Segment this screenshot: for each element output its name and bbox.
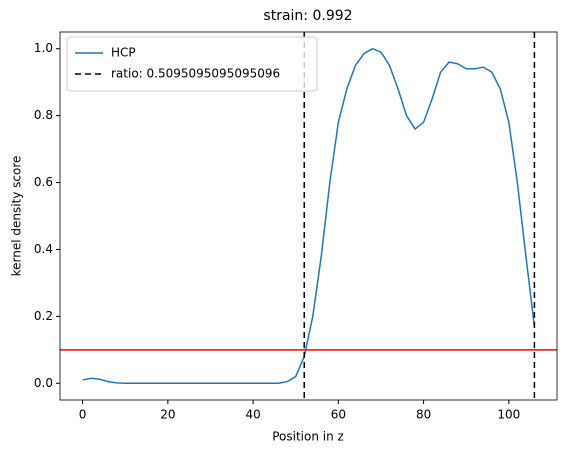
x-tick-label: 40 xyxy=(245,408,260,422)
y-tick-label: 0.2 xyxy=(34,309,53,323)
x-tick-label: 80 xyxy=(416,408,431,422)
legend-box xyxy=(66,36,318,92)
y-tick-label: 1.0 xyxy=(34,41,53,55)
y-tick-label: 0.8 xyxy=(34,108,53,122)
x-tick-label: 100 xyxy=(497,408,520,422)
x-tick-label: 60 xyxy=(331,408,346,422)
plot-frame xyxy=(59,31,558,401)
x-axis-label: Position in z xyxy=(272,430,344,444)
y-tick-label: 0.4 xyxy=(34,242,53,256)
y-tick-label: 0.0 xyxy=(34,376,53,390)
data-line xyxy=(82,47,536,385)
chart-title: strain: 0.992 xyxy=(263,8,352,24)
x-tick-label: 0 xyxy=(79,408,87,422)
x-tick-label: 20 xyxy=(160,408,175,422)
legend-label: ratio: 0.5095095095095096 xyxy=(111,67,280,81)
y-axis-label: kernel density score xyxy=(10,156,24,277)
legend-label: HCP xyxy=(111,46,136,60)
y-tick-label: 0.6 xyxy=(34,175,53,189)
